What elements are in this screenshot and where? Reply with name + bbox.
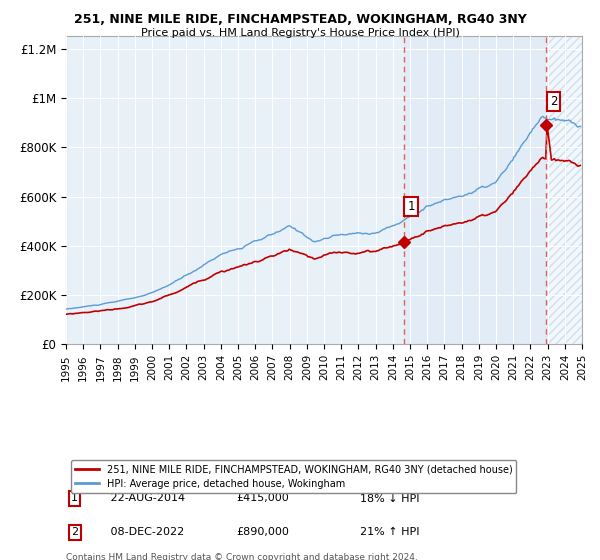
Text: 08-DEC-2022: 08-DEC-2022 — [100, 528, 184, 538]
Text: 2: 2 — [71, 528, 78, 538]
Text: 1: 1 — [71, 493, 78, 503]
Legend: 251, NINE MILE RIDE, FINCHAMPSTEAD, WOKINGHAM, RG40 3NY (detached house), HPI: A: 251, NINE MILE RIDE, FINCHAMPSTEAD, WOKI… — [71, 460, 517, 493]
Text: 21% ↑ HPI: 21% ↑ HPI — [360, 528, 419, 538]
Text: 22-AUG-2014: 22-AUG-2014 — [100, 493, 185, 503]
Text: £415,000: £415,000 — [236, 493, 289, 503]
Bar — [547, 36, 582, 344]
Text: 18% ↓ HPI: 18% ↓ HPI — [360, 493, 419, 503]
Text: 2: 2 — [550, 95, 557, 109]
Text: 1: 1 — [407, 200, 415, 213]
Text: Price paid vs. HM Land Registry's House Price Index (HPI): Price paid vs. HM Land Registry's House … — [140, 28, 460, 38]
Text: 251, NINE MILE RIDE, FINCHAMPSTEAD, WOKINGHAM, RG40 3NY: 251, NINE MILE RIDE, FINCHAMPSTEAD, WOKI… — [74, 13, 526, 26]
Text: £890,000: £890,000 — [236, 528, 289, 538]
Bar — [404, 36, 582, 344]
Text: Contains HM Land Registry data © Crown copyright and database right 2024.
This d: Contains HM Land Registry data © Crown c… — [66, 553, 418, 560]
